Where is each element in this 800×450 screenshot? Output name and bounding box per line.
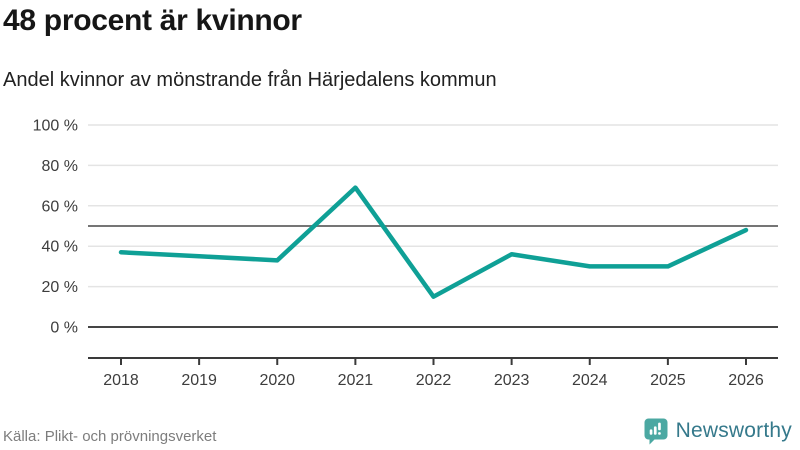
- x-tick-label: 2022: [416, 372, 452, 389]
- x-tick-label: 2021: [338, 372, 374, 389]
- newsworthy-logo[interactable]: Newsworthy: [643, 417, 792, 445]
- x-tick-label: 2026: [728, 372, 764, 389]
- x-tick-label: 2024: [572, 372, 608, 389]
- y-tick-label: 40 %: [42, 239, 78, 256]
- chart-title: 48 procent är kvinnor: [3, 4, 302, 37]
- data-line: [118, 185, 749, 299]
- x-tick-label: 2019: [181, 372, 217, 389]
- y-tick-label: 100 %: [33, 118, 78, 135]
- x-tick-label: 2018: [103, 372, 139, 389]
- newsworthy-wordmark: Newsworthy: [675, 419, 792, 442]
- y-tick-label: 80 %: [42, 158, 78, 175]
- x-tick-label: 2023: [494, 372, 530, 389]
- newsworthy-bubble-chart-icon: [643, 417, 669, 445]
- chart-subtitle: Andel kvinnor av mönstrande från Härjeda…: [3, 69, 497, 91]
- source-text: Källa: Plikt- och prövningsverket: [3, 428, 217, 445]
- y-tick-label: 20 %: [42, 279, 78, 296]
- x-tick-label: 2020: [259, 372, 295, 389]
- y-tick-label: 60 %: [42, 198, 78, 215]
- x-tick-label: 2025: [650, 372, 686, 389]
- y-tick-label: 0 %: [50, 320, 78, 337]
